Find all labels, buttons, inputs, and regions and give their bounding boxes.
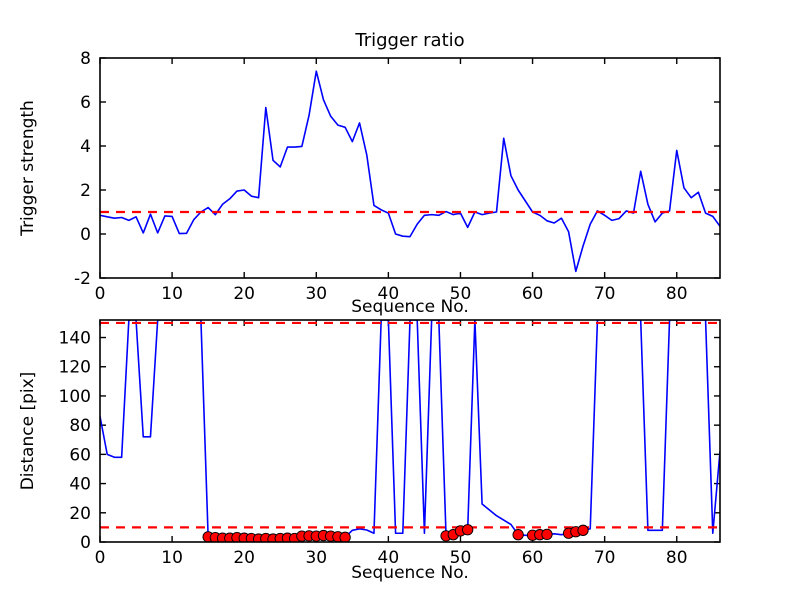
data-series-line xyxy=(100,70,720,273)
plot-area-top xyxy=(100,70,720,273)
x-tick-label: 10 xyxy=(161,548,183,568)
y-tick-label: 40 xyxy=(69,475,91,495)
x-tick-label: 70 xyxy=(594,548,616,568)
y-tick-label: 120 xyxy=(59,358,91,378)
y-tick-label: -2 xyxy=(74,269,91,289)
x-axis-label-sequence-no-bottom: Sequence No. xyxy=(351,563,468,583)
x-tick-label: 0 xyxy=(95,548,106,568)
y-axis-label-trigger-strength: Trigger strength xyxy=(18,100,38,237)
x-tick-label: 60 xyxy=(522,284,544,304)
x-tick-label: 20 xyxy=(233,548,255,568)
y-tick-label: 100 xyxy=(59,387,91,407)
y-axis-label-distance-pix: Distance [pix] xyxy=(18,372,38,491)
x-tick-label: 40 xyxy=(378,284,400,304)
y-tick-label: 0 xyxy=(80,533,91,553)
axes-frame-top xyxy=(99,57,721,279)
x-tick-label: 50 xyxy=(450,548,472,568)
x-tick-label: 80 xyxy=(666,284,688,304)
x-tick-label: 10 xyxy=(161,284,183,304)
y-tick-label: 20 xyxy=(69,504,91,524)
axes-distance: Distance [pix] Sequence No. 0 10 20 30 40 50 6… xyxy=(18,319,721,583)
x-tick-label: 0 xyxy=(95,284,106,304)
y-tick-label: 2 xyxy=(80,181,91,201)
y-tick-label: 6 xyxy=(80,93,91,113)
x-axis-label-sequence-no-top: Sequence No. xyxy=(351,297,468,317)
axes-trigger-ratio: Trigger ratio Trigger strength Sequence … xyxy=(18,30,721,317)
x-tick-label: 70 xyxy=(594,284,616,304)
data-point-marker xyxy=(462,524,474,536)
y-tick-label: 8 xyxy=(80,49,91,69)
plot-area-bottom xyxy=(100,320,720,542)
x-tick-label: 40 xyxy=(378,548,400,568)
axes-frame-bottom xyxy=(99,319,721,543)
x-tick-label: 50 xyxy=(450,284,472,304)
y-tick-label: 4 xyxy=(80,137,91,157)
data-point-marker xyxy=(512,529,524,541)
y-tick-label: 60 xyxy=(69,445,91,465)
x-tick-label: 60 xyxy=(522,548,544,568)
chart-title-trigger-ratio: Trigger ratio xyxy=(354,30,464,51)
x-tick-label: 80 xyxy=(666,548,688,568)
data-series-line xyxy=(100,320,720,540)
y-tick-label: 140 xyxy=(59,329,91,349)
y-tick-label: 0 xyxy=(80,225,91,245)
x-tick-label: 30 xyxy=(305,548,327,568)
data-point-marker xyxy=(541,528,553,541)
y-tick-label: 80 xyxy=(69,416,91,436)
x-tick-label: 30 xyxy=(305,284,327,304)
data-point-marker xyxy=(339,531,351,542)
axis-ticks-bottom: 0 10 20 30 40 50 60 70 80 0 20 40 60 80 100 120 140 xyxy=(59,320,720,568)
data-point-marker xyxy=(577,524,589,536)
x-tick-label: 20 xyxy=(233,284,255,304)
